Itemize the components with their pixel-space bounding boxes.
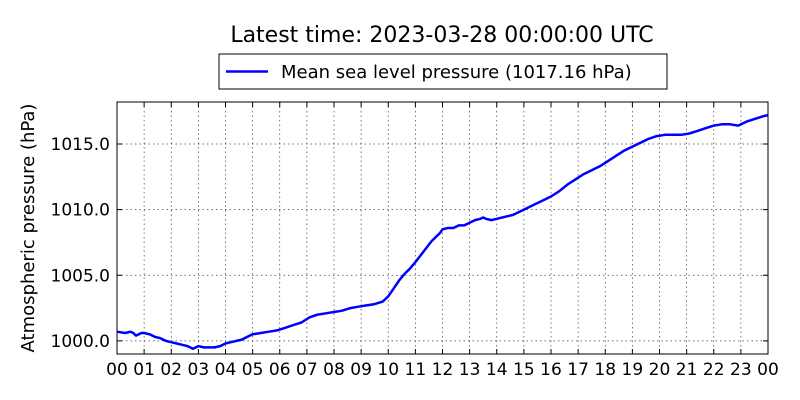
grid-lines — [117, 102, 768, 354]
x-tick-label: 13 — [459, 360, 481, 380]
plot-lines — [116, 113, 769, 351]
legend: Mean sea level pressure (1017.16 hPa) — [218, 53, 668, 90]
x-tick-labels: 00 01 02 03 04 05 06 07 08 09 10 11 12 13 14 15 16 17 18 19… — [106, 360, 779, 380]
y-tick-labels: 1000.0 1005.0 1010.0 1015.0 — [51, 135, 110, 352]
y-tick-label: 1005.0 — [51, 266, 110, 286]
x-tick-label: 22 — [703, 360, 725, 380]
x-tick-label: 17 — [567, 360, 589, 380]
x-tick-label: 09 — [350, 360, 372, 380]
x-tick-label: 08 — [323, 360, 345, 380]
y-tick-label: 1000.0 — [51, 332, 110, 352]
axes — [116, 101, 769, 355]
legend-series-label: Mean sea level pressure (1017.16 hPa) — [281, 62, 632, 83]
x-tick-label: 19 — [622, 360, 644, 380]
x-tick-label: 02 — [160, 360, 182, 380]
x-tick-label: 00 — [106, 360, 128, 380]
x-tick-label: 18 — [594, 360, 616, 380]
x-tick-label: 11 — [405, 360, 427, 380]
x-tick-label: 23 — [730, 360, 752, 380]
x-tick-label: 07 — [296, 360, 318, 380]
x-tick-label: 20 — [649, 360, 671, 380]
x-tick-label: 21 — [676, 360, 698, 380]
y-axis-label: Atmospheric pressure (hPa) — [18, 104, 39, 353]
y-tick-label: 1010.0 — [51, 201, 110, 221]
x-tick-label: 00 — [757, 360, 779, 380]
x-tick-label: 01 — [133, 360, 155, 380]
x-tick-label: 03 — [188, 360, 210, 380]
x-tick-label: 15 — [513, 360, 535, 380]
x-tick-label: 06 — [269, 360, 291, 380]
y-tick-label: 1015.0 — [51, 135, 110, 155]
x-tick-label: 12 — [432, 360, 454, 380]
plot-frame — [116, 101, 769, 355]
x-tick-label: 16 — [540, 360, 562, 380]
legend-box — [218, 53, 668, 90]
x-tick-label: 04 — [215, 360, 237, 380]
x-tick-label: 14 — [486, 360, 508, 380]
x-tick-label: 05 — [242, 360, 264, 380]
x-tick-label: 10 — [377, 360, 399, 380]
series-line-mslp — [116, 113, 769, 351]
chart-title: Latest time: 2023-03-28 00:00:00 UTC — [230, 23, 653, 48]
